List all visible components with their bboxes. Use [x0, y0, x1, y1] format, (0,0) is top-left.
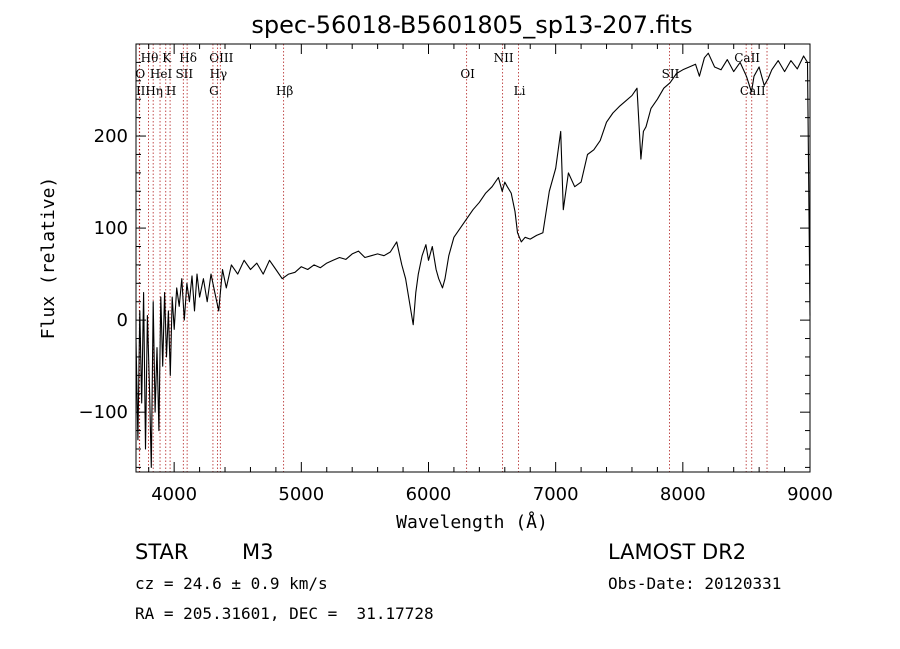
line-marker-label-8: Hδ: [179, 51, 197, 65]
x-tick-label-8000: 8000: [660, 484, 706, 505]
line-marker-label-9: OIII: [209, 51, 233, 65]
axes: 4000 5000 6000 7000 8000 9000 −100 0 100 200: [79, 43, 833, 505]
line-marker-label-1: O: [135, 67, 145, 81]
line-marker-label-7: SII: [175, 67, 193, 81]
line-marker-label-3: Hη: [145, 84, 163, 98]
x-axis-label: Wavelength (Å): [396, 511, 548, 533]
line-marker-label-11: G: [209, 84, 219, 98]
x-tick-label-7000: 7000: [533, 484, 579, 505]
line-marker-label-12: Hβ: [276, 84, 293, 98]
y-axis-label: Flux (relative): [38, 177, 59, 340]
line-marker-label-2: II: [136, 84, 146, 98]
line-marker-label-6: HeI: [150, 67, 173, 81]
x-tick-label-6000: 6000: [406, 484, 452, 505]
redshift-line: cz = 24.6 ± 0.9 km/s: [135, 574, 328, 593]
line-marker-label-0: Hθ: [141, 51, 159, 65]
flux-series: [135, 52, 811, 468]
y-tick-label-100: 100: [94, 218, 128, 239]
obs-date: Obs-Date: 20120331: [608, 574, 782, 593]
line-marker-label-17: CaII: [734, 51, 760, 65]
line-marker-label-4: H: [166, 84, 176, 98]
line-marker-label-10: Hγ: [210, 67, 228, 81]
x-tick-label-4000: 4000: [151, 484, 197, 505]
coordinates: RA = 205.31601, DEC = 31.17728: [135, 604, 434, 623]
line-marker-label-18: CaII: [740, 84, 766, 98]
y-tick-label--100: −100: [79, 402, 128, 423]
line-marker-label-5: K: [162, 51, 172, 65]
x-tick-label-9000: 9000: [787, 484, 833, 505]
y-tick-label-200: 200: [94, 126, 128, 147]
survey-name: LAMOST DR2: [608, 540, 747, 564]
series-line-flux: [135, 52, 811, 468]
line-marker-label-16: SII: [662, 67, 680, 81]
line-marker-label-14: NII: [494, 51, 514, 65]
chart-title: spec-56018-B5601805_sp13-207.fits: [251, 11, 692, 39]
line-marker-label-15: Li: [514, 84, 526, 98]
plot-frame: [135, 43, 811, 473]
y-tick-label-0: 0: [117, 310, 128, 331]
x-tick-label-5000: 5000: [278, 484, 324, 505]
object-subclass: M3: [242, 540, 274, 564]
object-class: STAR: [135, 540, 189, 564]
line-marker-label-13: OI: [460, 67, 475, 81]
